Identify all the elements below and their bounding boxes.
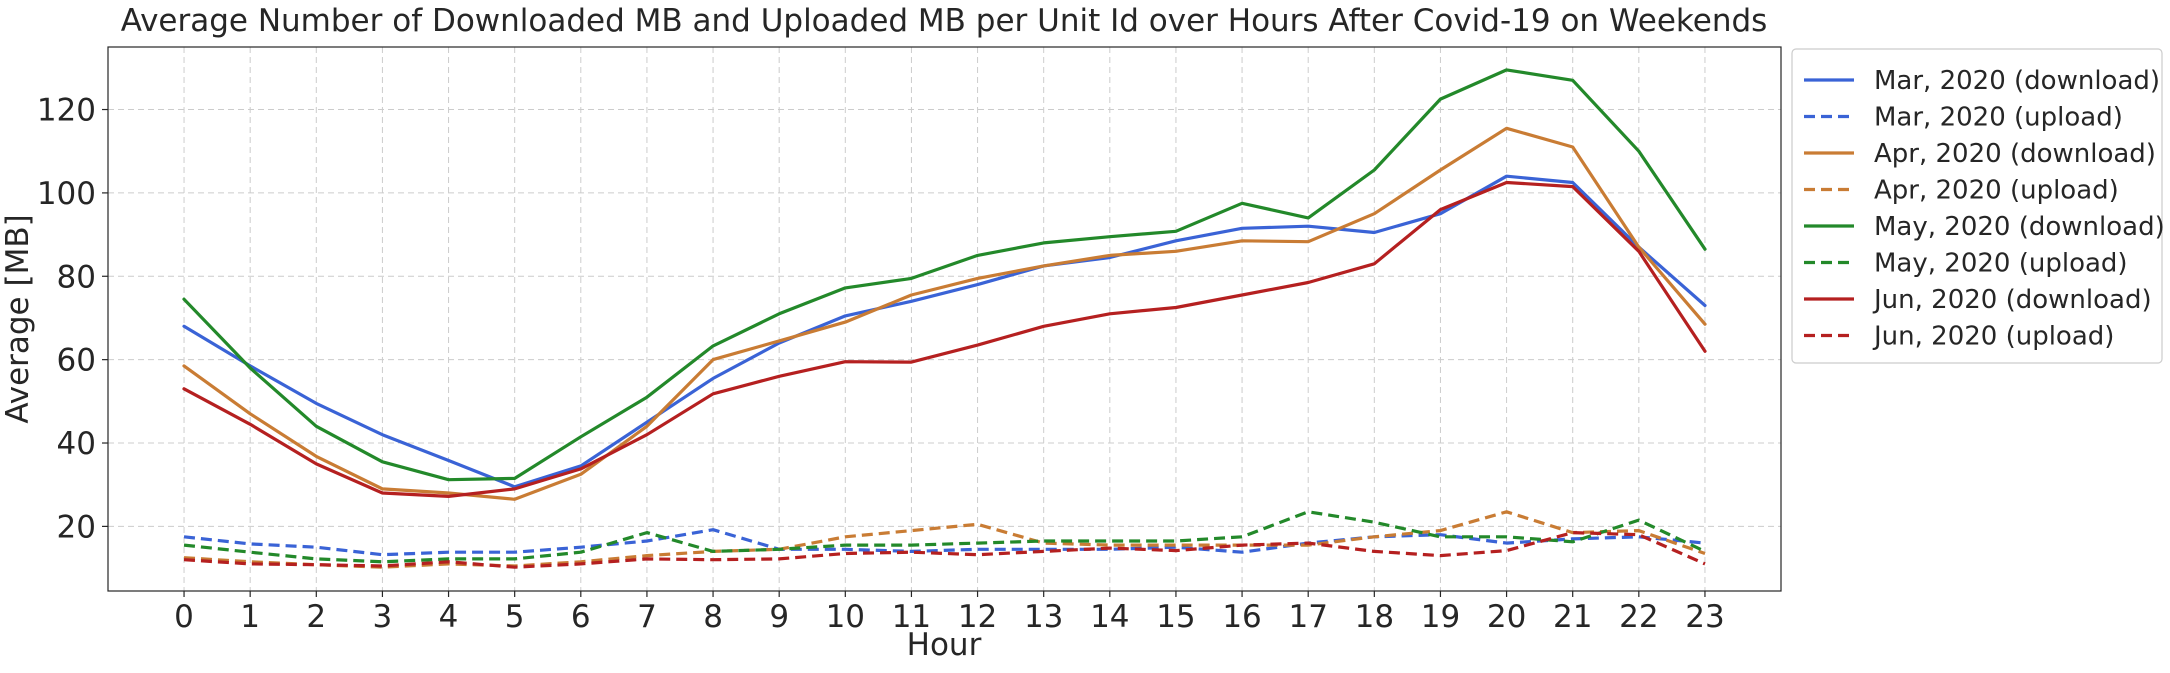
- grid-lines: [108, 47, 1781, 591]
- y-tick-label: 20: [57, 509, 96, 545]
- series-line-7: [182, 180, 1707, 498]
- chart-title: Average Number of Downloaded MB and Uplo…: [121, 3, 1768, 39]
- legend-entry: Apr, 2020 (download): [1874, 139, 2156, 169]
- x-tick-label: 13: [1024, 599, 1063, 635]
- y-axis-label: Average [MB]: [0, 214, 36, 423]
- y-tick-label: 40: [57, 426, 96, 462]
- x-tick-label: 16: [1222, 599, 1261, 635]
- x-tick-label: 8: [703, 599, 723, 635]
- legend-entry: Apr, 2020 (upload): [1874, 176, 2119, 206]
- x-tick-label: 20: [1487, 599, 1526, 635]
- legend: Mar, 2020 (download) Mar, 2020 (upload) Ap…: [1791, 48, 2165, 364]
- x-tick-label: 2: [306, 599, 326, 635]
- x-tick-label: 12: [958, 599, 997, 635]
- x-tick-label: 14: [1090, 599, 1129, 635]
- x-tick-label: 21: [1553, 599, 1592, 635]
- x-tick-label: 23: [1685, 599, 1724, 635]
- x-tick-label: 17: [1288, 599, 1327, 635]
- x-tick-label: 4: [439, 599, 459, 635]
- x-tick-label: 22: [1619, 599, 1658, 635]
- y-tick-label: 60: [57, 343, 96, 379]
- legend-entry: May, 2020 (download): [1874, 212, 2165, 242]
- x-tick-label: 11: [892, 599, 931, 635]
- x-tick-label: 3: [373, 599, 393, 635]
- x-tick-label: 7: [637, 599, 657, 635]
- x-tick-label: 15: [1156, 599, 1195, 635]
- x-tick-label: 9: [769, 599, 789, 635]
- series-line-1: [182, 174, 1707, 489]
- series-lines: [182, 68, 1707, 569]
- axis-ticks: 0 1 2 3 4 5 6 7 8 9 10 11 12 13 14 15 16 17 18 19 20 21 22 2320…: [37, 93, 1725, 635]
- legend-entry: May, 2020 (upload): [1874, 249, 2128, 279]
- x-tick-label: 18: [1355, 599, 1394, 635]
- y-tick-label: 100: [37, 176, 96, 212]
- x-tick-label: 5: [505, 599, 525, 635]
- legend-box: [1791, 48, 2163, 364]
- series-line-3: [182, 126, 1707, 501]
- x-axis-label: Hour: [907, 627, 982, 663]
- legend-entry: Mar, 2020 (upload): [1874, 103, 2123, 133]
- x-tick-label: 0: [174, 599, 194, 635]
- x-tick-label: 10: [826, 599, 865, 635]
- y-tick-label: 80: [57, 259, 96, 295]
- x-tick-label: 6: [571, 599, 591, 635]
- plot-area-frame: [107, 46, 1782, 592]
- legend-entry: Mar, 2020 (download): [1874, 66, 2160, 96]
- y-tick-label: 120: [37, 93, 96, 129]
- legend-entry: Jun, 2020 (upload): [1872, 322, 2114, 352]
- series-line-6: [183, 510, 1706, 564]
- x-tick-label: 19: [1421, 599, 1460, 635]
- series-line-2: [183, 528, 1706, 557]
- series-line-5: [182, 68, 1707, 482]
- x-tick-label: 1: [240, 599, 260, 635]
- legend-entry: Jun, 2020 (download): [1872, 285, 2152, 315]
